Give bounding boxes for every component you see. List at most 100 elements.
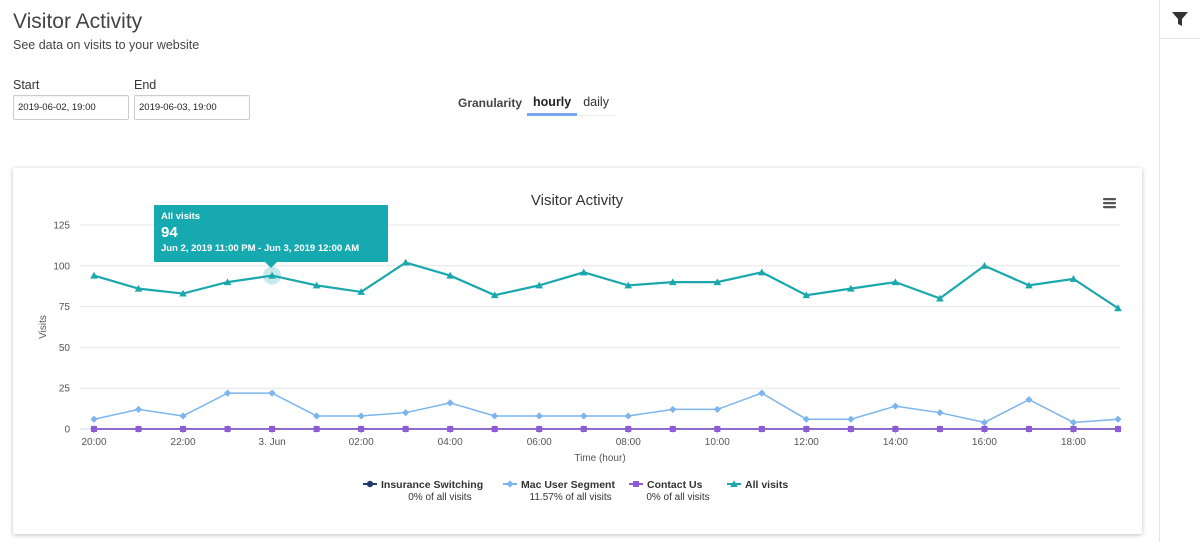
x-tick-label: 14:00 (883, 437, 908, 448)
data-point (668, 278, 677, 286)
tooltip-range: Jun 2, 2019 11:00 PM - Jun 3, 2019 12:00… (161, 243, 360, 254)
legend-item-all-visits[interactable]: All visits (727, 479, 788, 491)
data-point (847, 415, 855, 423)
data-point (358, 426, 365, 432)
legend-label: Insurance Switching (381, 479, 483, 491)
data-point (357, 412, 365, 420)
filter-icon[interactable] (1171, 10, 1189, 28)
data-point (312, 281, 321, 289)
x-axis-label: Time (hour) (574, 453, 625, 464)
visitor-activity-chart: Visitor Activity 0 25 50 75 100 125 Visits 20:00… (13, 168, 1142, 534)
tooltip-value: 94 (161, 224, 178, 241)
legend-marker (366, 480, 374, 488)
page-subtitle: See data on visits to your website (13, 38, 200, 52)
data-point (491, 412, 499, 420)
data-point (891, 402, 899, 410)
data-point (402, 409, 410, 417)
data-point (580, 412, 588, 420)
legend-marker (633, 481, 639, 487)
data-point (490, 291, 499, 299)
data-point (401, 258, 410, 266)
data-point (847, 426, 854, 432)
legend-sublabel: 0% of all visits (646, 492, 709, 503)
page-title: Visitor Activity (13, 10, 143, 33)
data-point (357, 288, 365, 295)
data-point (535, 412, 543, 420)
x-tick-label: 16:00 (972, 437, 997, 448)
data-point (446, 399, 454, 407)
data-point (179, 289, 187, 297)
data-point (269, 426, 276, 432)
data-point (135, 426, 142, 432)
x-tick-label: 3. Jun (258, 437, 285, 448)
end-date-input[interactable] (134, 95, 250, 120)
chart-title: Visitor Activity (531, 192, 624, 209)
data-point (90, 415, 98, 423)
start-date-input[interactable] (13, 95, 129, 120)
x-tick-label: 22:00 (171, 437, 196, 448)
data-point (802, 291, 811, 299)
x-tick-label: 06:00 (527, 437, 552, 448)
data-point (579, 268, 588, 276)
data-point (223, 389, 232, 397)
data-point (980, 262, 989, 269)
legend-label: Contact Us (647, 479, 703, 491)
data-point (134, 405, 143, 414)
data-point (936, 294, 944, 302)
data-point (758, 389, 766, 397)
data-point (313, 426, 320, 432)
tooltip-series: All visits (161, 211, 201, 222)
x-tick-label: 08:00 (616, 437, 641, 448)
data-point (936, 426, 943, 432)
tab-daily[interactable]: daily (577, 95, 615, 116)
data-point (1025, 281, 1033, 289)
legend-label: Mac User Segment (521, 479, 615, 491)
x-tick-label: 18:00 (1061, 437, 1086, 448)
legend-item-contact-us[interactable]: Contact Us0% of all visits (629, 479, 710, 503)
legend-sublabel: 0% of all visits (408, 492, 471, 503)
data-point (713, 405, 721, 414)
data-point (1025, 426, 1032, 432)
granularity-label: Granularity (458, 96, 523, 110)
legend-sublabel: 11.57% of all visits (530, 492, 612, 503)
data-point (224, 426, 231, 432)
data-point (625, 426, 632, 432)
data-point (803, 426, 810, 432)
data-point (1069, 275, 1078, 282)
legend-label: All visits (745, 479, 788, 491)
end-date-label: End (134, 78, 157, 92)
x-tick-label: 12:00 (794, 437, 819, 448)
series-mac-user-segment (90, 389, 1122, 427)
data-point (223, 278, 232, 286)
data-point (90, 271, 98, 279)
y-tick-label: 25 (59, 384, 71, 395)
data-point (134, 284, 143, 292)
tab-hourly[interactable]: hourly (527, 95, 578, 116)
chart-canvas: Visitor Activity 0 25 50 75 100 125 Visits 20:00… (38, 192, 1122, 503)
y-tick-label: 125 (53, 221, 70, 232)
data-point (624, 412, 632, 420)
data-point (268, 271, 276, 279)
data-point (714, 426, 721, 432)
data-point (535, 281, 544, 289)
data-point (847, 284, 855, 292)
data-point (446, 271, 454, 279)
x-tick-label: 20:00 (81, 437, 106, 448)
start-date-label: Start (13, 78, 40, 92)
data-point (1025, 396, 1033, 404)
data-point (892, 426, 899, 432)
data-point (891, 278, 900, 286)
data-point (1070, 426, 1077, 432)
series-all-visits (90, 258, 1122, 312)
data-point (580, 426, 587, 432)
y-tick-label: 50 (59, 343, 71, 354)
end-date-group: End (134, 78, 250, 120)
hamburger-menu-icon[interactable] (1103, 198, 1116, 209)
data-point (669, 405, 677, 414)
data-point (981, 426, 988, 432)
data-point (491, 426, 498, 432)
data-point (447, 426, 454, 432)
data-point (713, 278, 722, 286)
